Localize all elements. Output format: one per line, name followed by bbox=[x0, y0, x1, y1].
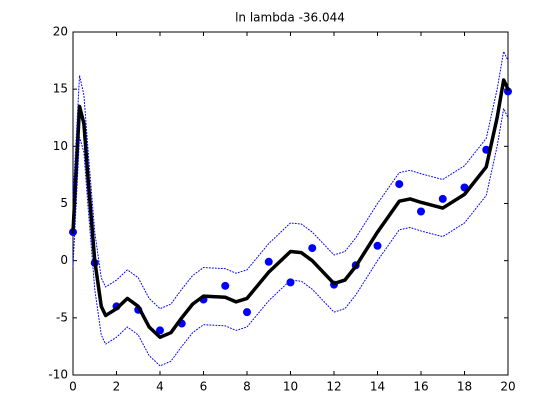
y-tick-label: 20 bbox=[53, 25, 68, 39]
y-tick-label: 0 bbox=[60, 253, 68, 267]
data-point bbox=[417, 207, 425, 216]
data-point bbox=[504, 87, 512, 96]
data-point bbox=[243, 308, 251, 317]
x-tick-label: 2 bbox=[113, 380, 121, 394]
y-tick-label: -10 bbox=[48, 368, 68, 382]
data-point bbox=[264, 257, 273, 266]
data-point bbox=[373, 241, 382, 250]
x-tick-label: 12 bbox=[326, 380, 341, 394]
confidence-line bbox=[72, 50, 509, 310]
data-point bbox=[308, 244, 317, 253]
data-point bbox=[438, 194, 447, 203]
x-tick-label: 4 bbox=[156, 380, 164, 394]
data-point bbox=[221, 281, 230, 290]
x-tick-label: 6 bbox=[200, 380, 208, 394]
x-tick-label: 8 bbox=[243, 380, 251, 394]
plot-area bbox=[72, 31, 509, 376]
x-tick-label: 16 bbox=[413, 380, 428, 394]
y-tick-label: 15 bbox=[53, 82, 68, 96]
data-point bbox=[156, 326, 164, 335]
x-tick-label: 0 bbox=[69, 380, 77, 394]
data-point bbox=[395, 180, 404, 189]
y-tick-label: 5 bbox=[60, 196, 68, 210]
x-tick-label: 14 bbox=[370, 380, 385, 394]
fit-line bbox=[71, 78, 510, 340]
confidence-line bbox=[72, 108, 509, 367]
y-tick-label: 10 bbox=[53, 139, 68, 153]
chart-title: ln lambda -36.044 bbox=[235, 11, 345, 25]
x-tick-label: 20 bbox=[500, 380, 515, 394]
y-tick-label: -5 bbox=[56, 310, 68, 324]
x-tick-label: 18 bbox=[457, 380, 472, 394]
x-tick-label: 10 bbox=[283, 380, 298, 394]
